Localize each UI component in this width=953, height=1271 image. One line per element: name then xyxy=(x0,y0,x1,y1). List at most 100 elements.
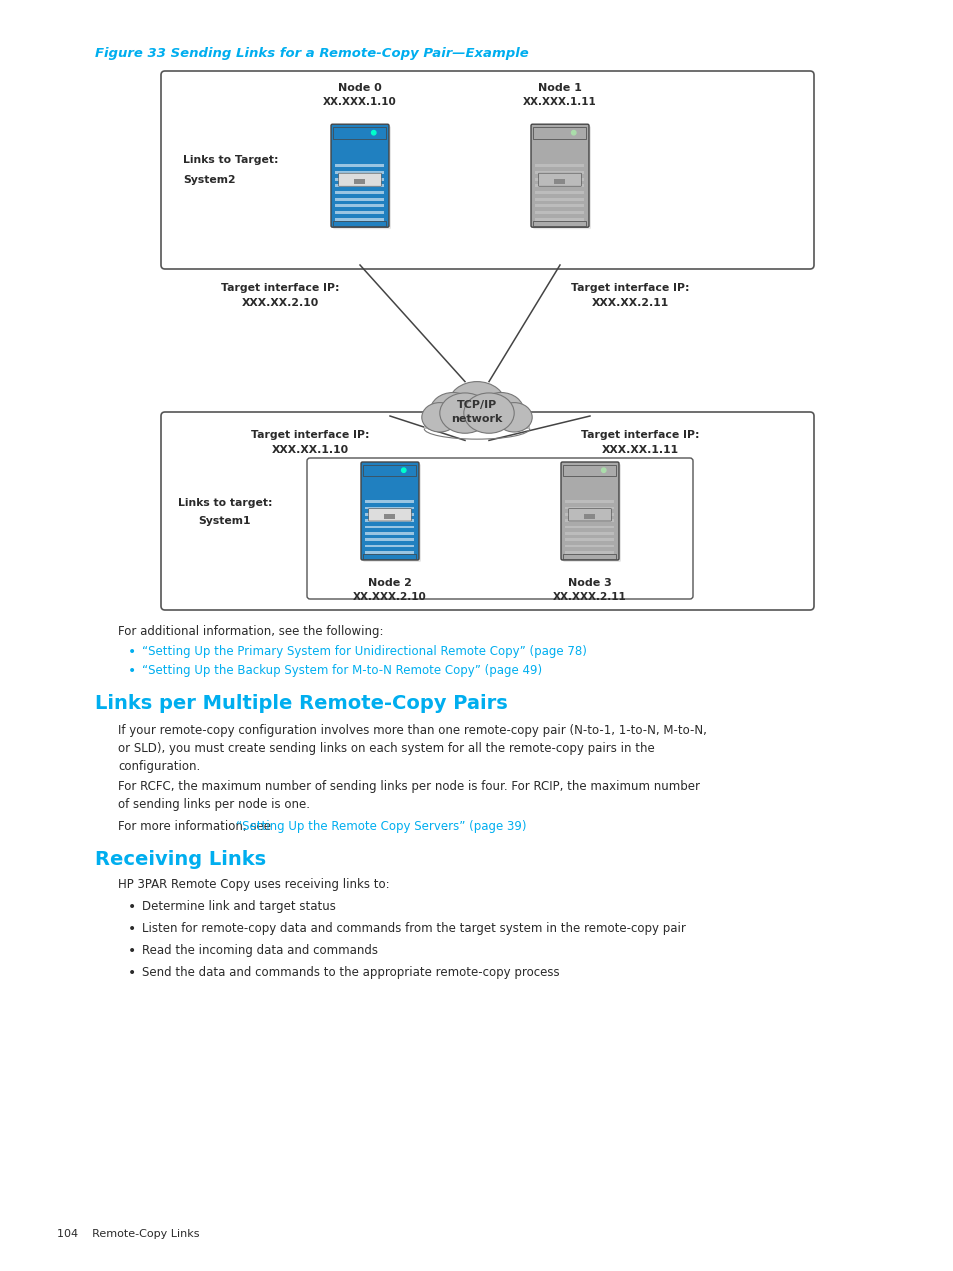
Text: HP 3PAR Remote Copy uses receiving links to:: HP 3PAR Remote Copy uses receiving links… xyxy=(118,878,389,891)
Text: Node 1: Node 1 xyxy=(537,83,581,93)
Text: Target interface IP:: Target interface IP: xyxy=(220,283,339,294)
FancyBboxPatch shape xyxy=(161,71,813,269)
Bar xyxy=(365,544,414,548)
Ellipse shape xyxy=(448,381,505,428)
Bar xyxy=(535,164,584,168)
Bar xyxy=(533,221,586,226)
Text: “Setting Up the Primary System for Unidirectional Remote Copy” (page 78): “Setting Up the Primary System for Unidi… xyxy=(142,644,586,658)
Bar xyxy=(335,178,384,180)
Circle shape xyxy=(371,131,375,135)
Text: Determine link and target status: Determine link and target status xyxy=(142,900,335,913)
Text: Send the data and commands to the appropriate remote-copy process: Send the data and commands to the approp… xyxy=(142,966,559,979)
Bar xyxy=(335,211,384,214)
Text: Figure 33 Sending Links for a Remote-Copy Pair—Example: Figure 33 Sending Links for a Remote-Cop… xyxy=(95,47,528,60)
Bar xyxy=(565,520,614,522)
Bar xyxy=(334,127,386,139)
Ellipse shape xyxy=(430,393,476,430)
Text: •: • xyxy=(128,663,136,677)
Text: “Setting Up the Backup System for M-to-N Remote Copy” (page 49): “Setting Up the Backup System for M-to-N… xyxy=(142,663,541,677)
FancyBboxPatch shape xyxy=(560,461,618,561)
FancyBboxPatch shape xyxy=(360,461,418,561)
Bar xyxy=(535,172,584,174)
Ellipse shape xyxy=(463,393,514,433)
Bar xyxy=(563,554,616,558)
Bar xyxy=(335,164,384,168)
Bar xyxy=(335,172,384,174)
Text: XXX.XX.2.11: XXX.XX.2.11 xyxy=(591,297,668,308)
Bar xyxy=(563,464,616,475)
Text: Receiving Links: Receiving Links xyxy=(95,850,266,869)
Text: •: • xyxy=(128,944,136,958)
Bar xyxy=(535,217,584,221)
Text: If your remote-copy configuration involves more than one remote-copy pair (N-to-: If your remote-copy configuration involv… xyxy=(118,724,706,773)
Bar xyxy=(365,513,414,516)
Text: For additional information, see the following:: For additional information, see the foll… xyxy=(118,625,383,638)
Text: XXX.XX.2.10: XXX.XX.2.10 xyxy=(241,297,318,308)
Text: Target interface IP:: Target interface IP: xyxy=(580,430,699,440)
Ellipse shape xyxy=(496,403,532,432)
Text: Target interface IP:: Target interface IP: xyxy=(251,430,369,440)
Text: Node 2: Node 2 xyxy=(368,578,412,588)
Text: Links per Multiple Remote-Copy Pairs: Links per Multiple Remote-Copy Pairs xyxy=(95,694,507,713)
Bar xyxy=(335,191,384,194)
Bar xyxy=(584,513,595,519)
Text: Listen for remote-copy data and commands from the target system in the remote-co: Listen for remote-copy data and commands… xyxy=(142,921,685,935)
Circle shape xyxy=(601,468,605,473)
FancyBboxPatch shape xyxy=(531,125,588,228)
Text: network: network xyxy=(451,414,502,425)
Bar xyxy=(384,513,395,519)
Text: System1: System1 xyxy=(198,516,251,526)
FancyBboxPatch shape xyxy=(368,508,411,521)
Bar xyxy=(565,501,614,503)
Bar xyxy=(554,179,565,184)
Bar xyxy=(363,464,416,475)
Bar xyxy=(565,544,614,548)
Text: •: • xyxy=(128,921,136,935)
Bar xyxy=(535,205,584,207)
Bar xyxy=(335,184,384,187)
Text: .: . xyxy=(443,820,447,833)
Text: Read the incoming data and commands: Read the incoming data and commands xyxy=(142,944,377,957)
Text: Node 3: Node 3 xyxy=(568,578,611,588)
Bar xyxy=(565,538,614,541)
FancyBboxPatch shape xyxy=(568,508,611,521)
Text: XX.XXX.1.10: XX.XXX.1.10 xyxy=(323,97,396,107)
FancyBboxPatch shape xyxy=(363,464,420,562)
Text: •: • xyxy=(128,966,136,980)
Bar xyxy=(535,178,584,180)
Text: XX.XXX.2.11: XX.XXX.2.11 xyxy=(553,592,626,602)
Text: •: • xyxy=(128,644,136,658)
FancyBboxPatch shape xyxy=(338,173,381,186)
Bar xyxy=(335,205,384,207)
FancyBboxPatch shape xyxy=(331,125,389,228)
Bar xyxy=(365,501,414,503)
Bar xyxy=(535,211,584,214)
Text: Links to target:: Links to target: xyxy=(177,498,272,508)
Bar xyxy=(355,179,365,184)
Bar xyxy=(365,520,414,522)
Bar xyxy=(365,526,414,529)
Ellipse shape xyxy=(439,393,490,433)
Text: XX.XXX.2.10: XX.XXX.2.10 xyxy=(353,592,426,602)
Bar xyxy=(424,411,529,428)
Text: “Setting Up the Remote Copy Servers” (page 39): “Setting Up the Remote Copy Servers” (pa… xyxy=(235,820,525,833)
Text: •: • xyxy=(128,900,136,914)
Ellipse shape xyxy=(477,393,523,430)
Text: 104    Remote-Copy Links: 104 Remote-Copy Links xyxy=(57,1229,199,1239)
Text: For RCFC, the maximum number of sending links per node is four. For RCIP, the ma: For RCFC, the maximum number of sending … xyxy=(118,780,700,811)
Bar xyxy=(335,198,384,201)
Bar xyxy=(565,550,614,554)
Text: XX.XXX.1.11: XX.XXX.1.11 xyxy=(522,97,597,107)
Text: XXX.XX.1.11: XXX.XX.1.11 xyxy=(600,445,678,455)
Text: Target interface IP:: Target interface IP: xyxy=(570,283,688,294)
Bar xyxy=(533,127,586,139)
Bar xyxy=(535,198,584,201)
Text: Node 0: Node 0 xyxy=(337,83,381,93)
Bar xyxy=(565,531,614,535)
Text: For more information, see: For more information, see xyxy=(118,820,274,833)
FancyBboxPatch shape xyxy=(562,464,620,562)
Text: Links to Target:: Links to Target: xyxy=(183,155,278,165)
Bar xyxy=(334,221,386,226)
Bar xyxy=(365,550,414,554)
Bar xyxy=(335,217,384,221)
